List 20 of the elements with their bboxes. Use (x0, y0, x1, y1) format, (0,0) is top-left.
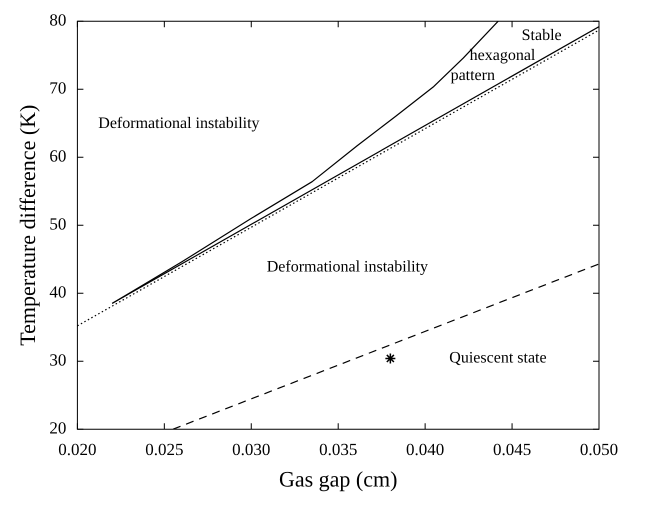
y-tick-label: 50 (49, 214, 66, 234)
x-tick-label: 0.030 (232, 440, 270, 459)
annotation: Quiescent state (449, 349, 547, 366)
y-tick-label: 20 (49, 418, 66, 438)
annotation: Deformational instability (266, 258, 428, 276)
annotation: Deformational instability (98, 115, 260, 132)
y-tick-label: 40 (49, 282, 66, 302)
y-tick-label: 80 (49, 10, 66, 30)
y-tick-label: 60 (49, 146, 66, 166)
x-tick-label: 0.035 (319, 440, 358, 459)
x-tick-label: 0.045 (492, 440, 532, 459)
annotation: Stable hexagonal pattern (450, 27, 562, 84)
x-tick-label: 0.050 (580, 440, 618, 459)
x-tick-label: 0.025 (145, 440, 184, 459)
x-tick-label: 0.020 (58, 440, 97, 459)
x-tick-label: 0.040 (406, 440, 444, 459)
y-tick-label: 70 (49, 78, 66, 98)
x-axis-title: Gas gap (cm) (278, 466, 398, 492)
y-axis-title: Temperature difference (K) (14, 104, 40, 346)
y-tick-label: 30 (49, 350, 66, 370)
